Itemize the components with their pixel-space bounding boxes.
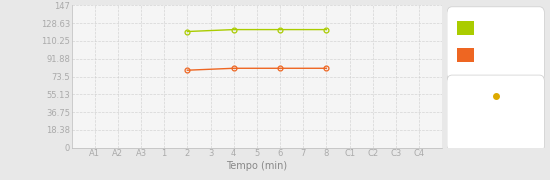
Text: PAS: PAS — [479, 24, 496, 33]
FancyBboxPatch shape — [447, 7, 544, 81]
Text: ESPORTE: ESPORTE — [498, 119, 534, 125]
FancyBboxPatch shape — [456, 21, 474, 35]
Text: AVA: AVA — [476, 118, 493, 127]
FancyBboxPatch shape — [447, 75, 544, 152]
Text: PAD: PAD — [479, 51, 497, 60]
X-axis label: Tempo (min): Tempo (min) — [226, 161, 288, 171]
FancyBboxPatch shape — [456, 48, 474, 62]
